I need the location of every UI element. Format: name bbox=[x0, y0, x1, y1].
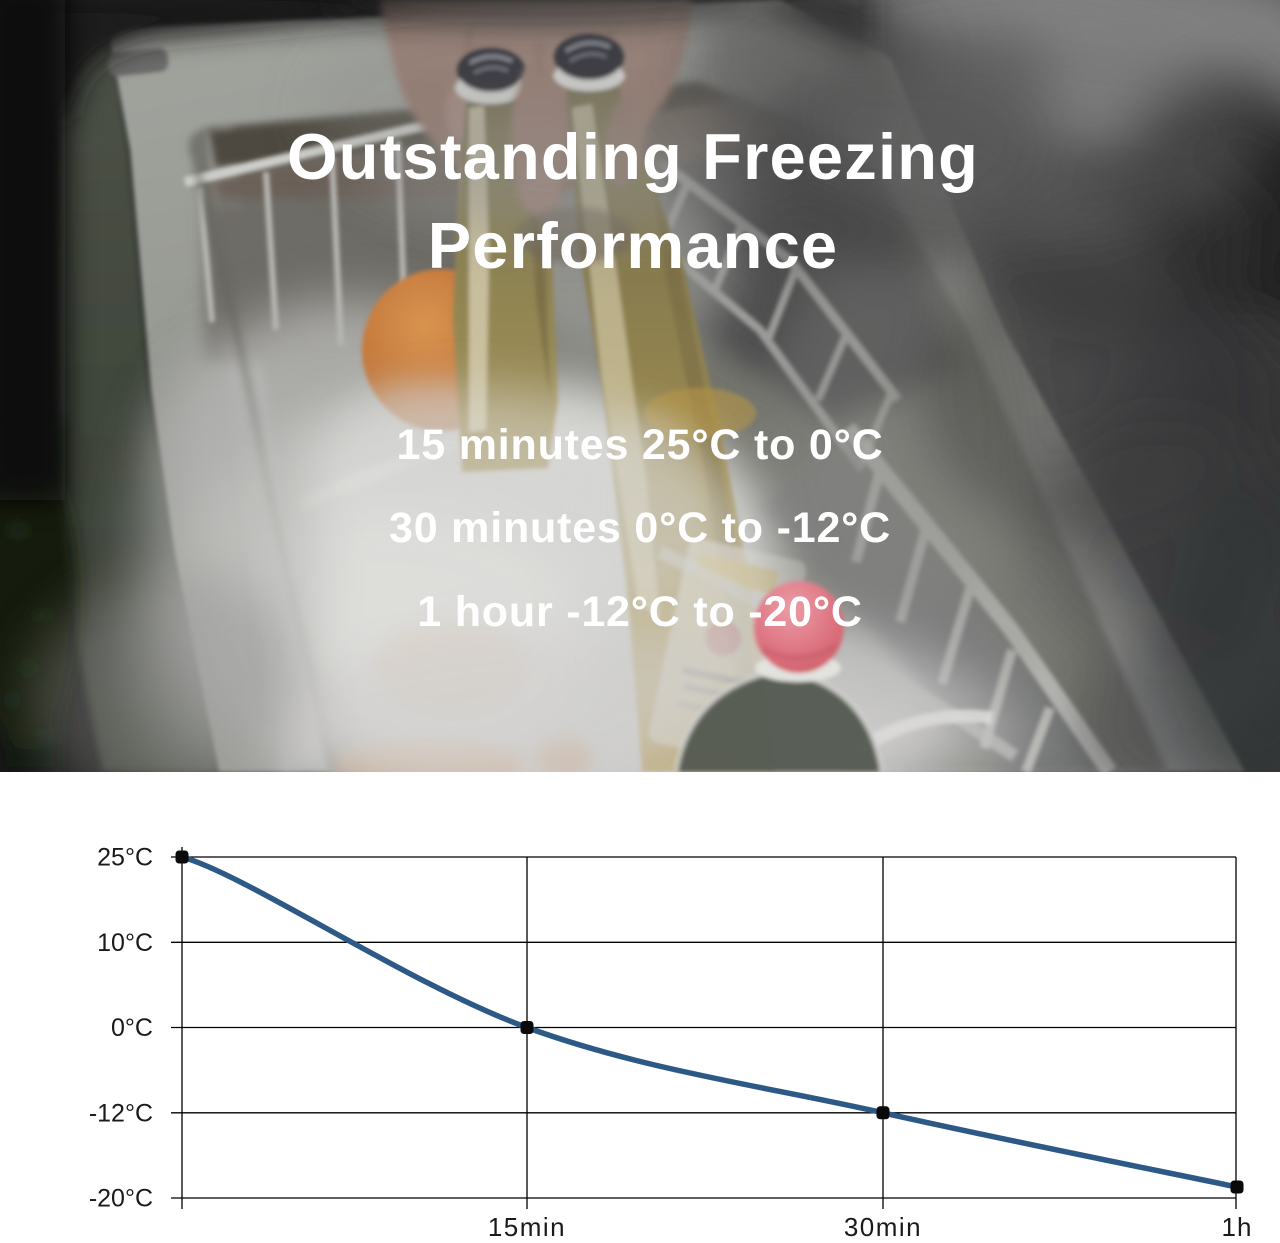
svg-text:1h: 1h bbox=[1222, 1212, 1253, 1242]
svg-text:0°C: 0°C bbox=[111, 1014, 153, 1042]
svg-text:10°C: 10°C bbox=[97, 929, 153, 957]
svg-text:15min: 15min bbox=[488, 1212, 566, 1242]
svg-text:-12°C: -12°C bbox=[89, 1099, 153, 1127]
svg-text:25°C: 25°C bbox=[97, 844, 153, 872]
svg-text:30min: 30min bbox=[844, 1212, 922, 1242]
svg-text:-20°C: -20°C bbox=[89, 1185, 153, 1213]
